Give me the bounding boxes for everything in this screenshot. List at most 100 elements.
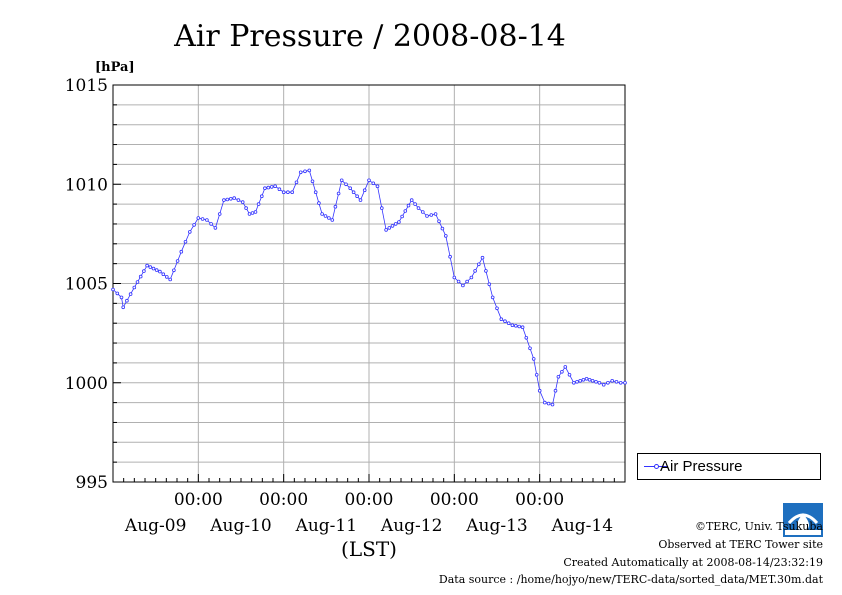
data-point xyxy=(121,305,125,310)
data-point xyxy=(416,206,421,210)
data-point xyxy=(362,188,367,193)
data-point xyxy=(584,376,589,381)
data-point xyxy=(135,280,140,284)
data-point xyxy=(213,226,218,230)
x-axis-label: (LST) xyxy=(341,537,397,561)
data-point xyxy=(387,226,392,230)
data-point xyxy=(266,185,271,190)
data-point xyxy=(473,269,477,273)
data-point xyxy=(560,369,564,374)
data-point xyxy=(172,268,176,273)
data-point xyxy=(429,213,434,217)
data-point xyxy=(229,197,233,201)
data-point xyxy=(225,197,230,202)
data-point xyxy=(550,402,555,407)
data-point xyxy=(148,265,153,269)
data-point xyxy=(298,170,303,175)
data-point xyxy=(476,262,481,267)
data-point xyxy=(269,185,274,189)
data-point xyxy=(567,372,572,377)
data-point xyxy=(339,178,344,183)
data-point xyxy=(367,178,371,183)
data-point xyxy=(333,204,338,209)
data-point xyxy=(151,266,156,271)
data-point xyxy=(556,374,561,379)
data-point xyxy=(597,380,602,385)
data-point xyxy=(158,269,162,274)
data-point xyxy=(310,179,315,184)
data-point xyxy=(111,287,115,292)
data-point xyxy=(290,190,295,195)
created-text: Created Automatically at 2008-08-14/23:3… xyxy=(563,556,823,569)
x-time-label: 00:00 xyxy=(174,490,223,510)
chart-title: Air Pressure / 2008-08-14 xyxy=(173,19,566,54)
data-point xyxy=(618,380,623,385)
data-point xyxy=(490,295,495,300)
y-axis-unit: [hPa] xyxy=(95,60,135,75)
copyright-text: ©TERC, Univ. Tsukuba xyxy=(694,520,823,533)
data-point xyxy=(175,259,180,263)
data-point xyxy=(443,234,448,238)
data-point xyxy=(115,291,120,296)
data-point xyxy=(244,206,248,210)
data-point xyxy=(425,214,429,218)
site-text: Observed at TERC Tower site xyxy=(658,538,823,551)
x-date-label: Aug-12 xyxy=(380,516,442,536)
data-point xyxy=(456,279,461,284)
x-date-label: Aug-14 xyxy=(551,516,613,536)
data-point xyxy=(433,212,438,216)
data-point xyxy=(513,323,518,328)
data-point xyxy=(390,224,395,228)
data-point xyxy=(188,230,192,234)
data-point xyxy=(179,249,184,254)
data-point xyxy=(528,346,532,351)
data-point xyxy=(440,226,445,231)
data-point xyxy=(406,203,411,208)
data-point xyxy=(128,292,133,296)
data-point xyxy=(379,206,384,210)
data-point xyxy=(623,380,627,385)
data-point xyxy=(563,365,568,369)
data-point xyxy=(495,306,499,311)
data-point xyxy=(125,298,129,303)
data-point xyxy=(409,198,414,202)
data-point xyxy=(581,377,586,382)
data-point xyxy=(503,319,507,324)
x-time-label: 00:00 xyxy=(515,490,564,510)
data-point xyxy=(606,380,610,385)
axes: 995 1000 1005 1010 1015 00:00 00:00 00:00 00:00 0… xyxy=(65,76,626,536)
x-time-label: 00:00 xyxy=(345,490,394,510)
source-text: Data source : /home/hojyo/new/TERC-data/… xyxy=(438,573,823,586)
data-point xyxy=(452,275,457,280)
data-point xyxy=(575,379,579,384)
data-point xyxy=(506,321,511,326)
data-point xyxy=(358,198,363,202)
data-point xyxy=(165,275,169,279)
data-point xyxy=(484,269,488,273)
data-point xyxy=(571,380,576,385)
data-point xyxy=(524,335,529,340)
data-point xyxy=(209,222,213,226)
data-point xyxy=(520,325,525,330)
grid xyxy=(113,85,625,482)
data-point xyxy=(517,324,521,329)
y-tick-label: 995 xyxy=(76,473,108,493)
data-point xyxy=(469,275,474,280)
data-point xyxy=(510,323,515,328)
data-point xyxy=(196,216,201,220)
data-point xyxy=(232,196,237,200)
y-tick-label: 1015 xyxy=(65,76,108,96)
data-point xyxy=(546,401,551,406)
data-point xyxy=(348,186,353,191)
x-date-label: Aug-11 xyxy=(295,516,357,536)
data-point xyxy=(183,240,188,244)
data-point xyxy=(590,378,595,383)
data-point xyxy=(534,372,539,377)
data-point xyxy=(222,198,226,202)
data-point xyxy=(531,357,536,361)
y-tick-label: 1010 xyxy=(65,175,108,195)
data-point xyxy=(240,200,245,204)
data-point xyxy=(145,263,149,268)
data-point xyxy=(487,282,492,287)
data-point xyxy=(355,194,359,199)
